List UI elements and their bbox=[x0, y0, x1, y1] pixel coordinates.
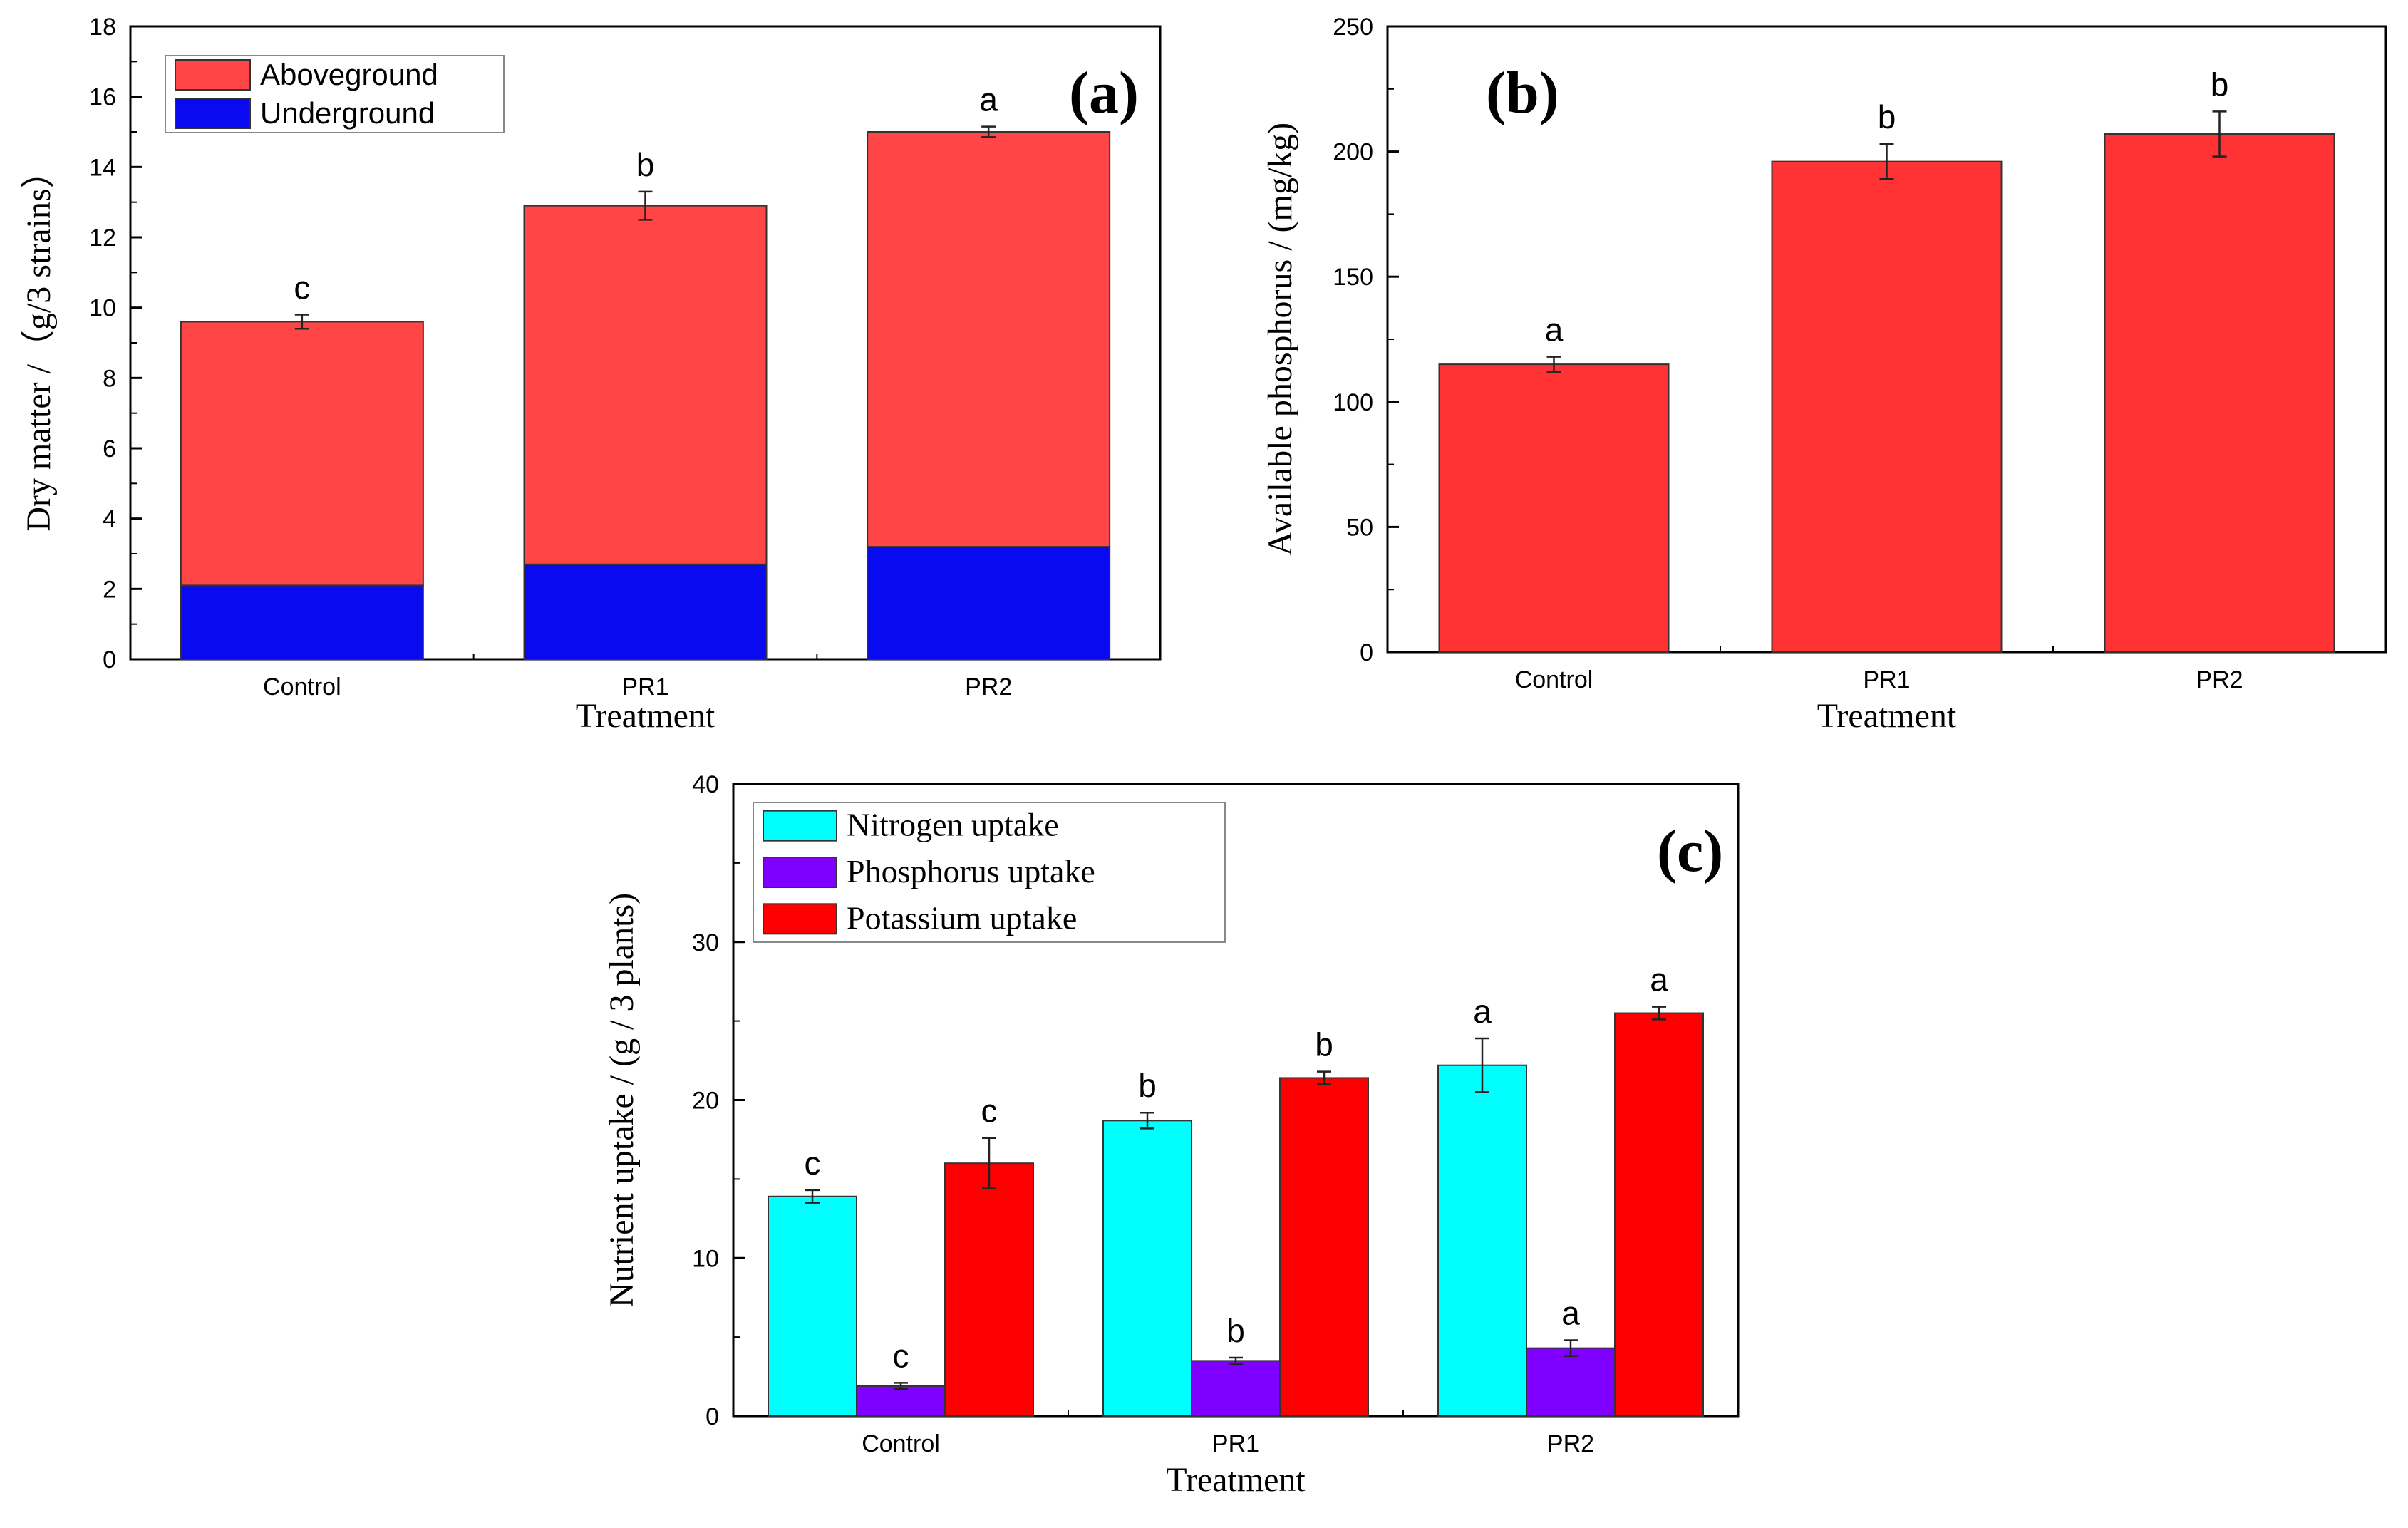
legend: Aboveground Underground bbox=[165, 55, 505, 133]
panel-label: (a) bbox=[1069, 60, 1139, 126]
legend-label: Potassium uptake bbox=[847, 899, 1077, 936]
y-axis-label: Nutrient uptake / (g / 3 plants) bbox=[603, 893, 641, 1307]
bar-series-0 bbox=[1102, 1120, 1192, 1417]
chart-panel-2: 0 50 100 150 200 250 Control PR1 PR2 Treatment Ava… bbox=[1261, 14, 2387, 735]
y-tick-label: 250 bbox=[1333, 14, 1373, 41]
y-tick-label: 200 bbox=[1333, 139, 1373, 166]
y-axis-label: Available phosphorus / (mg/kg) bbox=[1261, 123, 1299, 556]
significance-letter: a bbox=[1650, 961, 1668, 998]
bar-series-1 bbox=[856, 1385, 946, 1418]
significance-letter: a bbox=[1561, 1295, 1580, 1332]
legend-label: Underground bbox=[260, 96, 435, 130]
y-tick-label: 0 bbox=[103, 646, 116, 673]
x-tick-label: Control bbox=[263, 673, 341, 701]
y-tick-label: 30 bbox=[692, 929, 719, 956]
significance-letter: b bbox=[1878, 98, 1896, 135]
y-tick-label: 18 bbox=[89, 14, 116, 41]
significance-letter: b bbox=[1138, 1067, 1157, 1104]
bar-series-0 bbox=[1437, 1064, 1527, 1417]
bar-underground bbox=[180, 584, 424, 661]
significance-letter: b bbox=[1226, 1312, 1245, 1349]
y-tick-label: 150 bbox=[1333, 264, 1373, 291]
x-tick-label: PR1 bbox=[1863, 666, 1910, 693]
bar-aboveground bbox=[180, 321, 424, 587]
y-tick-label: 2 bbox=[103, 576, 116, 603]
y-tick-label: 20 bbox=[692, 1088, 719, 1115]
y-tick-label: 10 bbox=[89, 295, 116, 322]
significance-letter: c bbox=[805, 1145, 821, 1182]
bar-aboveground bbox=[867, 131, 1111, 548]
panel-label: (c) bbox=[1657, 818, 1723, 884]
y-tick-label: 8 bbox=[103, 365, 116, 392]
significance-letter: b bbox=[2211, 66, 2229, 103]
significance-letter: c bbox=[294, 269, 310, 306]
significance-letter: a bbox=[1473, 993, 1492, 1030]
bar-series-2 bbox=[1279, 1077, 1369, 1417]
bar-series-1 bbox=[1191, 1360, 1281, 1417]
y-tick-label: 16 bbox=[89, 84, 116, 111]
y-tick-label: 12 bbox=[89, 224, 116, 252]
x-tick-label: Control bbox=[862, 1430, 940, 1457]
legend-swatch bbox=[175, 98, 251, 129]
legend-label: Aboveground bbox=[260, 58, 438, 91]
legend: Nitrogen uptake Phosphorus uptake Potassiu… bbox=[753, 802, 1226, 943]
y-tick-label: 6 bbox=[103, 435, 116, 463]
significance-letter: a bbox=[1545, 311, 1564, 349]
x-tick-label: Control bbox=[1515, 666, 1593, 693]
y-tick-label: 50 bbox=[1346, 514, 1373, 541]
legend-label: Phosphorus uptake bbox=[847, 853, 1095, 889]
legend-swatch bbox=[763, 903, 837, 935]
x-tick-label: PR2 bbox=[2196, 666, 2243, 693]
y-tick-label: 0 bbox=[1360, 639, 1373, 666]
bar bbox=[1771, 160, 2003, 653]
y-tick-label: 40 bbox=[692, 771, 719, 798]
bar-series-2 bbox=[944, 1162, 1034, 1417]
x-tick-label: PR1 bbox=[621, 673, 668, 701]
bar bbox=[1438, 363, 1670, 653]
x-axis-label: Treatment bbox=[1166, 1461, 1306, 1499]
x-tick-label: PR2 bbox=[965, 673, 1012, 701]
y-tick-label: 100 bbox=[1333, 389, 1373, 416]
x-tick-label: PR1 bbox=[1212, 1430, 1259, 1457]
chart-panel-1: 0 2 4 6 8 10 12 14 16 18 Control PR1 PR2 Treatment Dry… bbox=[20, 14, 1162, 735]
significance-letter: b bbox=[636, 146, 655, 183]
y-axis-label: Dry matter /（g/3 strains） bbox=[20, 154, 58, 531]
bar-aboveground bbox=[523, 205, 768, 565]
bar-series-0 bbox=[768, 1195, 857, 1417]
x-axis-label: Treatment bbox=[576, 697, 715, 735]
legend-label: Nitrogen uptake bbox=[847, 807, 1059, 843]
x-axis-label: Treatment bbox=[1817, 697, 1957, 735]
bar-series-1 bbox=[1526, 1347, 1616, 1417]
x-tick-label: PR2 bbox=[1547, 1430, 1594, 1457]
bar bbox=[2104, 133, 2335, 654]
bar-underground bbox=[523, 563, 768, 660]
bar-series-2 bbox=[1614, 1012, 1704, 1417]
y-tick-label: 4 bbox=[103, 506, 116, 533]
bar-underground bbox=[867, 546, 1111, 661]
legend-swatch bbox=[763, 810, 837, 842]
y-tick-label: 10 bbox=[692, 1245, 719, 1272]
y-tick-label: 0 bbox=[706, 1403, 719, 1430]
significance-letter: c bbox=[893, 1337, 909, 1374]
significance-letter: a bbox=[979, 81, 998, 118]
y-tick-label: 14 bbox=[89, 154, 116, 181]
legend-swatch bbox=[763, 857, 837, 888]
panel-label: (b) bbox=[1486, 60, 1559, 126]
chart-panel-3: 0 10 20 30 40 Control PR1 PR2 Treatment Nutrient … bbox=[603, 771, 1740, 1499]
significance-letter: b bbox=[1315, 1026, 1333, 1063]
legend-swatch bbox=[175, 59, 251, 91]
significance-letter: c bbox=[981, 1093, 998, 1130]
